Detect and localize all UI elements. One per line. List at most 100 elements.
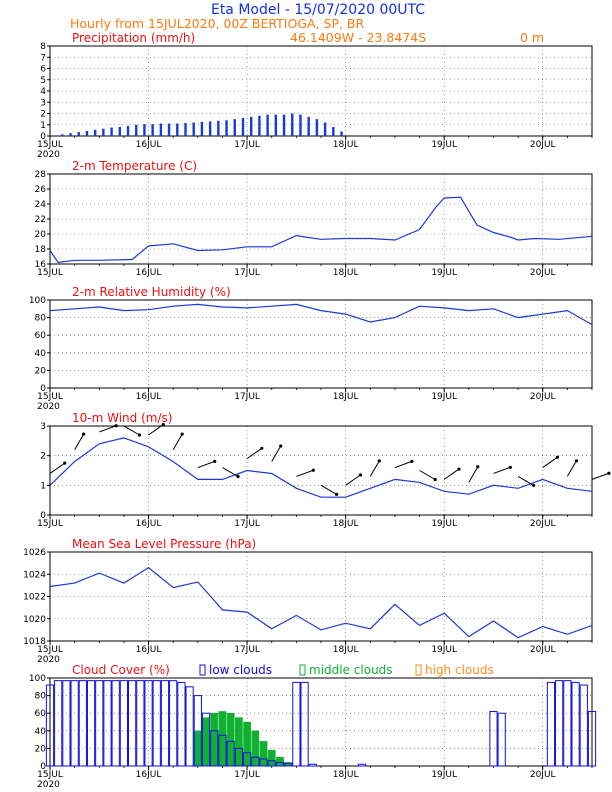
wind-arrow xyxy=(369,460,380,477)
wind-arrow-head xyxy=(377,459,381,463)
wind-arrow-head xyxy=(114,424,118,428)
wind-arrow-head xyxy=(213,459,217,463)
low-cloud-bar xyxy=(308,763,317,767)
mid-cloud-bar xyxy=(243,721,251,767)
low-cloud-bar xyxy=(160,680,170,767)
ytick-label: 16 xyxy=(35,260,47,270)
ytick-label: 8 xyxy=(40,42,46,52)
wind-arrow xyxy=(517,476,534,486)
ytick-label: 3 xyxy=(40,422,46,432)
low-cloud-bar xyxy=(546,681,556,767)
precip-bar xyxy=(217,120,220,136)
low-cloud-bar xyxy=(95,680,104,767)
ytick-label: 1024 xyxy=(23,570,46,580)
low-cloud-bar xyxy=(119,680,129,767)
xtick-label: 18JUL xyxy=(333,392,359,402)
wind-arrow xyxy=(172,433,183,450)
plot-frame xyxy=(49,425,593,516)
low-cloud-bar xyxy=(571,681,580,767)
panel-title: 2-m Temperature (C) xyxy=(72,159,197,173)
panel-title: 10-m Wind (m/s) xyxy=(72,411,172,425)
wind-arrow xyxy=(271,445,282,462)
panel-1: 16 18 20 22 24 26 28 15JUL 16JUL 17JUL 18JUL 19JUL 2… xyxy=(35,159,593,278)
mid-cloud-bar xyxy=(276,756,284,767)
precip-bar xyxy=(93,129,97,136)
xtick-label: 20JUL xyxy=(530,645,556,655)
xtick-label: 16JUL xyxy=(136,645,162,655)
legend-label: low clouds xyxy=(209,663,272,677)
location-coords: 46.1409W - 23.8474S xyxy=(290,30,426,45)
xtick-label: 17JUL xyxy=(234,645,260,655)
wind-arrow xyxy=(320,484,337,495)
low-cloud-bar xyxy=(86,680,96,767)
wind-arrow-head xyxy=(180,432,184,436)
xtick-label: 20JUL xyxy=(530,392,556,402)
precip-bar xyxy=(118,127,122,136)
ytick-label: 60 xyxy=(35,331,47,341)
ytick-label: 20 xyxy=(35,366,47,376)
low-cloud-bar xyxy=(292,681,301,767)
mid-cloud-bar xyxy=(218,711,227,767)
year-label: 2020 xyxy=(37,402,60,412)
xtick-label: 16JUL xyxy=(136,519,162,529)
ytick-label: 2 xyxy=(40,452,46,462)
xtick-label: 17JUL xyxy=(234,268,260,278)
plot-frame xyxy=(49,551,593,642)
xtick-label: 15JUL xyxy=(37,268,63,278)
ytick-label: 0 xyxy=(40,384,46,394)
ytick-label: 6 xyxy=(40,65,46,75)
precip-bar xyxy=(184,123,187,136)
low-cloud-bar xyxy=(78,680,87,767)
low-cloud-bar xyxy=(210,730,219,767)
xtick-label: 20JUL xyxy=(530,268,556,278)
year-label: 2020 xyxy=(37,150,60,160)
wind-arrow-head xyxy=(476,465,480,469)
precip-bar xyxy=(102,128,105,136)
ytick-label: 1 xyxy=(40,481,46,491)
low-cloud-bar xyxy=(177,681,186,767)
wind-arrow xyxy=(591,472,610,480)
ytick-label: 0 xyxy=(40,132,46,142)
wind-arrow-head xyxy=(161,422,165,427)
ytick-label: 40 xyxy=(35,727,47,737)
low-cloud-bar xyxy=(136,680,145,767)
wind-arrow xyxy=(197,460,215,469)
precip-bar xyxy=(315,119,319,136)
xtick-label: 20JUL xyxy=(530,519,556,529)
low-cloud-bar xyxy=(497,712,506,767)
low-cloud-bar xyxy=(284,762,293,767)
wind-arrow-head xyxy=(574,459,578,463)
precip-bar xyxy=(159,123,163,136)
year-label: 2020 xyxy=(37,655,60,665)
wind-arrow xyxy=(394,460,412,469)
ytick-label: 1 xyxy=(40,121,46,131)
wind-arrow xyxy=(99,425,117,433)
plot-frame xyxy=(49,677,593,767)
precip-bar xyxy=(225,120,228,136)
xtick-label: 15JUL xyxy=(37,392,63,402)
cloud-legend: low clouds middle clouds high clouds xyxy=(199,663,494,677)
xtick-label: 20JUL xyxy=(530,140,556,150)
low-cloud-bar xyxy=(489,710,498,767)
low-cloud-bar xyxy=(62,680,71,767)
wind-arrow xyxy=(246,447,263,460)
ytick-label: 4 xyxy=(40,87,46,97)
xtick-label: 20JUL xyxy=(530,770,556,780)
low-cloud-bar xyxy=(201,712,211,767)
precip-bar xyxy=(208,121,212,136)
series-line xyxy=(49,437,593,498)
xtick-label: 18JUL xyxy=(333,140,359,150)
precip-bar xyxy=(266,114,269,136)
xtick-label: 18JUL xyxy=(333,519,359,529)
ytick-label: 18 xyxy=(35,245,47,255)
precip-bar xyxy=(233,119,236,136)
low-cloud-bar xyxy=(169,680,178,767)
precip-bar xyxy=(249,116,253,136)
precip-bar xyxy=(200,121,204,136)
ytick-label: 2 xyxy=(40,110,46,120)
low-cloud-bar xyxy=(251,756,260,767)
low-cloud-bar xyxy=(242,752,252,767)
precip-bar xyxy=(332,127,335,136)
panel-2: 0 20 40 60 80 100 15JUL 16JUL 17JUL 18JUL 19JUL 20J… xyxy=(29,285,593,412)
low-cloud-bar xyxy=(193,695,202,767)
